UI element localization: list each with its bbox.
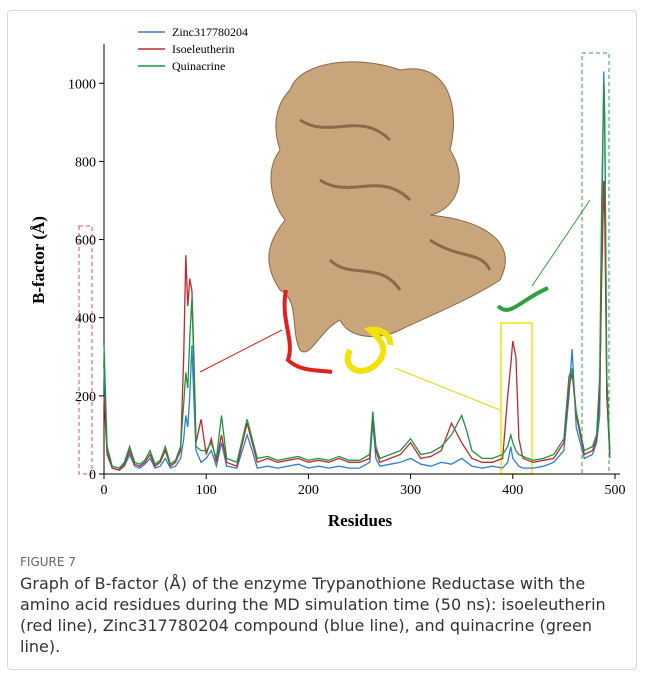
series-line — [103, 180, 611, 471]
x-tick-label: 200 — [298, 483, 319, 498]
highlight-box-red — [78, 225, 93, 475]
highlight-green — [496, 286, 549, 312]
protein-structure — [268, 61, 549, 374]
highlight-yellow — [344, 326, 394, 374]
legend-label: Zinc317780204 — [172, 25, 248, 39]
protein-helix — [299, 118, 492, 291]
y-axis-label: B-factor (Å) — [29, 216, 48, 304]
figure-label: FIGURE 7 — [20, 555, 76, 569]
arrow-yellow — [394, 367, 501, 411]
caption: FIGURE 7 Graph of B-factor (Å) of the en… — [20, 555, 620, 657]
arrow-red — [199, 329, 283, 373]
chart: Residues B-factor (Å) 0 200 400 600 800 1000 0… — [29, 25, 626, 530]
x-axis-label: Residues — [328, 511, 393, 530]
legend-label: Quinacrine — [172, 59, 225, 73]
x-tick-label: 300 — [400, 483, 421, 498]
y-tick-label: 200 — [75, 390, 96, 405]
series-line — [103, 83, 611, 469]
y-tick-label: 1000 — [68, 77, 96, 92]
legend-label: Isoeleutherin — [172, 42, 235, 56]
figure-frame — [7, 10, 637, 670]
x-tick-label: 100 — [196, 483, 217, 498]
series-line — [103, 71, 611, 471]
y-tick-label: 800 — [75, 155, 96, 170]
y-tick-label: 0 — [89, 468, 96, 483]
highlight-red — [282, 289, 333, 374]
x-tick-label: 500 — [605, 483, 626, 498]
x-tick-label: 0 — [101, 483, 108, 498]
y-tick-label: 600 — [75, 234, 96, 249]
arrow-green — [531, 199, 591, 287]
x-tick-label: 400 — [502, 483, 523, 498]
caption-text: Graph of B-factor (Å) of the enzyme Tryp… — [20, 574, 606, 656]
protein-body — [268, 61, 506, 353]
y-tick-label: 400 — [75, 312, 96, 327]
